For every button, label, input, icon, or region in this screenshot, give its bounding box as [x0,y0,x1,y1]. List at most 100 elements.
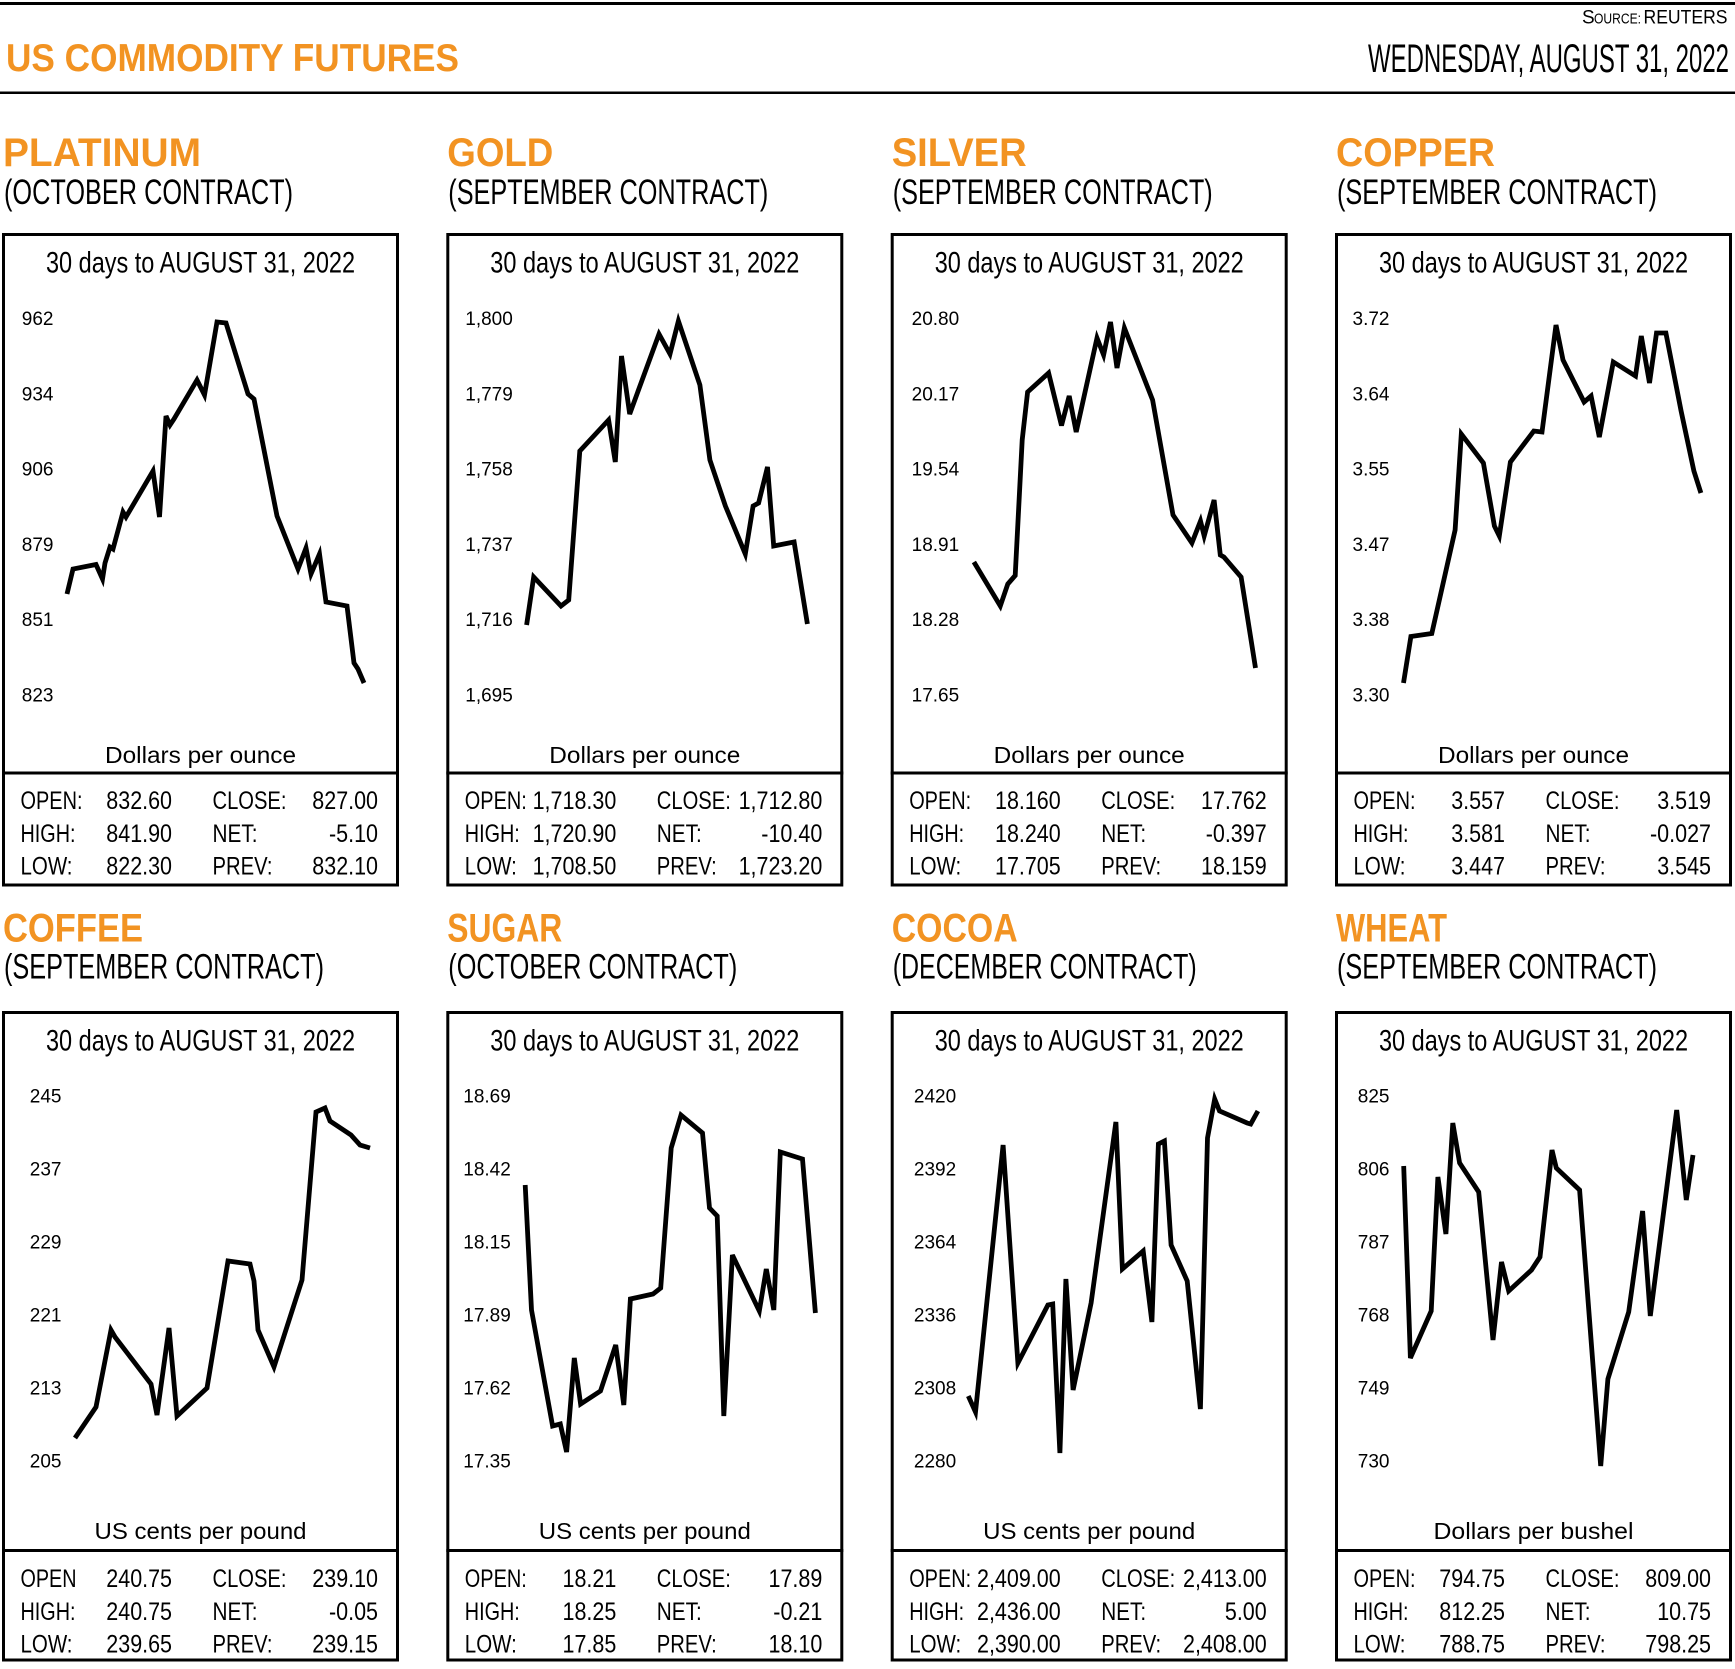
svg-text:30 days to AUGUST 31, 2022: 30 days to AUGUST 31, 2022 [46,1024,355,1057]
svg-text:PREV:: PREV: [1101,1630,1161,1658]
svg-text:30 days to AUGUST 31, 2022: 30 days to AUGUST 31, 2022 [935,246,1244,279]
svg-text:US cents per pound: US cents per pound [95,1518,307,1544]
svg-text:CLOSE:: CLOSE: [1546,787,1620,815]
svg-text:NET:: NET: [657,1598,702,1626]
svg-text:LOW:: LOW: [465,1630,517,1658]
svg-text:20.17: 20.17 [912,384,960,405]
svg-text:18.42: 18.42 [463,1160,511,1181]
svg-text:LOW:: LOW: [21,852,73,880]
svg-text:-5.10: -5.10 [329,820,378,848]
svg-text:832.60: 832.60 [106,787,172,815]
svg-text:3.38: 3.38 [1353,610,1390,631]
svg-text:NET:: NET: [213,820,258,848]
svg-text:HIGH:: HIGH: [21,820,76,848]
svg-text:832.10: 832.10 [312,852,378,880]
svg-text:CLOSE:: CLOSE: [213,787,287,815]
svg-text:PREV:: PREV: [1546,1630,1606,1658]
svg-text:2336: 2336 [914,1306,956,1327]
svg-text:OPEN:: OPEN: [909,787,971,815]
svg-text:CLOSE:: CLOSE: [213,1565,287,1593]
svg-text:17.89: 17.89 [769,1565,823,1593]
svg-text:3.64: 3.64 [1353,384,1390,405]
svg-text:2,390.00: 2,390.00 [977,1630,1061,1658]
svg-text:US cents per pound: US cents per pound [983,1518,1195,1544]
svg-text:1,779: 1,779 [465,384,513,405]
svg-text:PREV:: PREV: [213,1630,273,1658]
svg-text:18.21: 18.21 [563,1565,617,1593]
svg-text:LOW:: LOW: [465,852,517,880]
svg-text:LOW:: LOW: [1354,852,1406,880]
svg-text:18.159: 18.159 [1201,852,1267,880]
svg-text:18.28: 18.28 [912,610,960,631]
svg-text:768: 768 [1358,1306,1390,1327]
svg-text:1,758: 1,758 [465,460,513,481]
svg-text:2420: 2420 [914,1087,956,1108]
svg-text:19.54: 19.54 [912,460,960,481]
svg-text:3.519: 3.519 [1657,787,1711,815]
svg-text:LOW:: LOW: [909,852,961,880]
svg-text:3.72: 3.72 [1353,309,1390,330]
svg-text:30 days to AUGUST 31, 2022: 30 days to AUGUST 31, 2022 [935,1024,1244,1057]
svg-text:OPEN:: OPEN: [909,1565,971,1593]
svg-text:18.69: 18.69 [463,1087,511,1108]
svg-text:NET:: NET: [1546,820,1591,848]
svg-text:237: 237 [30,1160,62,1181]
svg-text:PREV:: PREV: [657,852,717,880]
svg-text:239.10: 239.10 [312,1565,378,1593]
svg-text:(OCTOBER CONTRACT): (OCTOBER CONTRACT) [4,172,293,212]
svg-text:17.62: 17.62 [463,1379,511,1400]
svg-text:Dollars per ounce: Dollars per ounce [994,742,1185,768]
svg-text:SILVER: SILVER [892,131,1027,175]
svg-text:HIGH:: HIGH: [909,820,964,848]
svg-text:229: 229 [30,1233,62,1254]
svg-text:221: 221 [30,1306,62,1327]
svg-text:CLOSE:: CLOSE: [657,787,731,815]
svg-text:5.00: 5.00 [1225,1598,1267,1626]
svg-text:30 days to AUGUST 31, 2022: 30 days to AUGUST 31, 2022 [490,246,799,279]
svg-text:827.00: 827.00 [312,787,378,815]
svg-text:LOW:: LOW: [1354,1630,1406,1658]
svg-text:962: 962 [22,309,54,330]
svg-text:US COMMODITY FUTURES: US COMMODITY FUTURES [6,37,459,80]
svg-text:749: 749 [1358,1379,1390,1400]
svg-text:SUGAR: SUGAR [447,907,562,951]
svg-text:OURCE:: OURCE: [1594,12,1641,28]
svg-text:US cents per pound: US cents per pound [539,1518,751,1544]
svg-text:3.557: 3.557 [1451,787,1505,815]
svg-text:934: 934 [22,384,54,405]
svg-text:1,800: 1,800 [465,309,513,330]
svg-text:239.65: 239.65 [106,1630,172,1658]
svg-text:1,716: 1,716 [465,610,513,631]
svg-text:HIGH:: HIGH: [1354,820,1409,848]
svg-text:OPEN:: OPEN: [1354,1565,1416,1593]
svg-text:787: 787 [1358,1233,1390,1254]
svg-text:2364: 2364 [914,1233,957,1254]
svg-text:Dollars per bushel: Dollars per bushel [1434,1518,1634,1544]
svg-text:WEDNESDAY, AUGUST 31, 2022: WEDNESDAY, AUGUST 31, 2022 [1368,37,1729,81]
svg-text:REUTERS: REUTERS [1644,7,1728,29]
svg-text:2,409.00: 2,409.00 [977,1565,1061,1593]
svg-text:(SEPTEMBER CONTRACT): (SEPTEMBER CONTRACT) [1337,947,1657,987]
svg-text:1,695: 1,695 [465,686,513,707]
svg-text:18.160: 18.160 [995,787,1061,815]
svg-text:3.55: 3.55 [1353,460,1390,481]
svg-text:OPEN:: OPEN: [1354,787,1416,815]
svg-text:PREV:: PREV: [213,852,273,880]
svg-text:PLATINUM: PLATINUM [3,131,201,175]
svg-text:PREV:: PREV: [1546,852,1606,880]
svg-text:NET:: NET: [657,820,702,848]
svg-text:18.15: 18.15 [463,1233,511,1254]
svg-text:806: 806 [1358,1160,1390,1181]
svg-text:(SEPTEMBER CONTRACT): (SEPTEMBER CONTRACT) [1337,172,1657,212]
svg-text:18.25: 18.25 [563,1598,617,1626]
svg-text:906: 906 [22,460,54,481]
svg-text:30 days to AUGUST 31, 2022: 30 days to AUGUST 31, 2022 [1379,246,1688,279]
svg-text:Dollars per ounce: Dollars per ounce [105,742,296,768]
svg-text:PREV:: PREV: [657,1630,717,1658]
svg-text:NET:: NET: [1546,1598,1591,1626]
svg-text:OPEN:: OPEN: [21,787,83,815]
svg-text:NET:: NET: [1101,1598,1146,1626]
svg-text:1,718.30: 1,718.30 [533,787,617,815]
svg-text:3.447: 3.447 [1451,852,1505,880]
svg-text:17.35: 17.35 [463,1452,511,1473]
